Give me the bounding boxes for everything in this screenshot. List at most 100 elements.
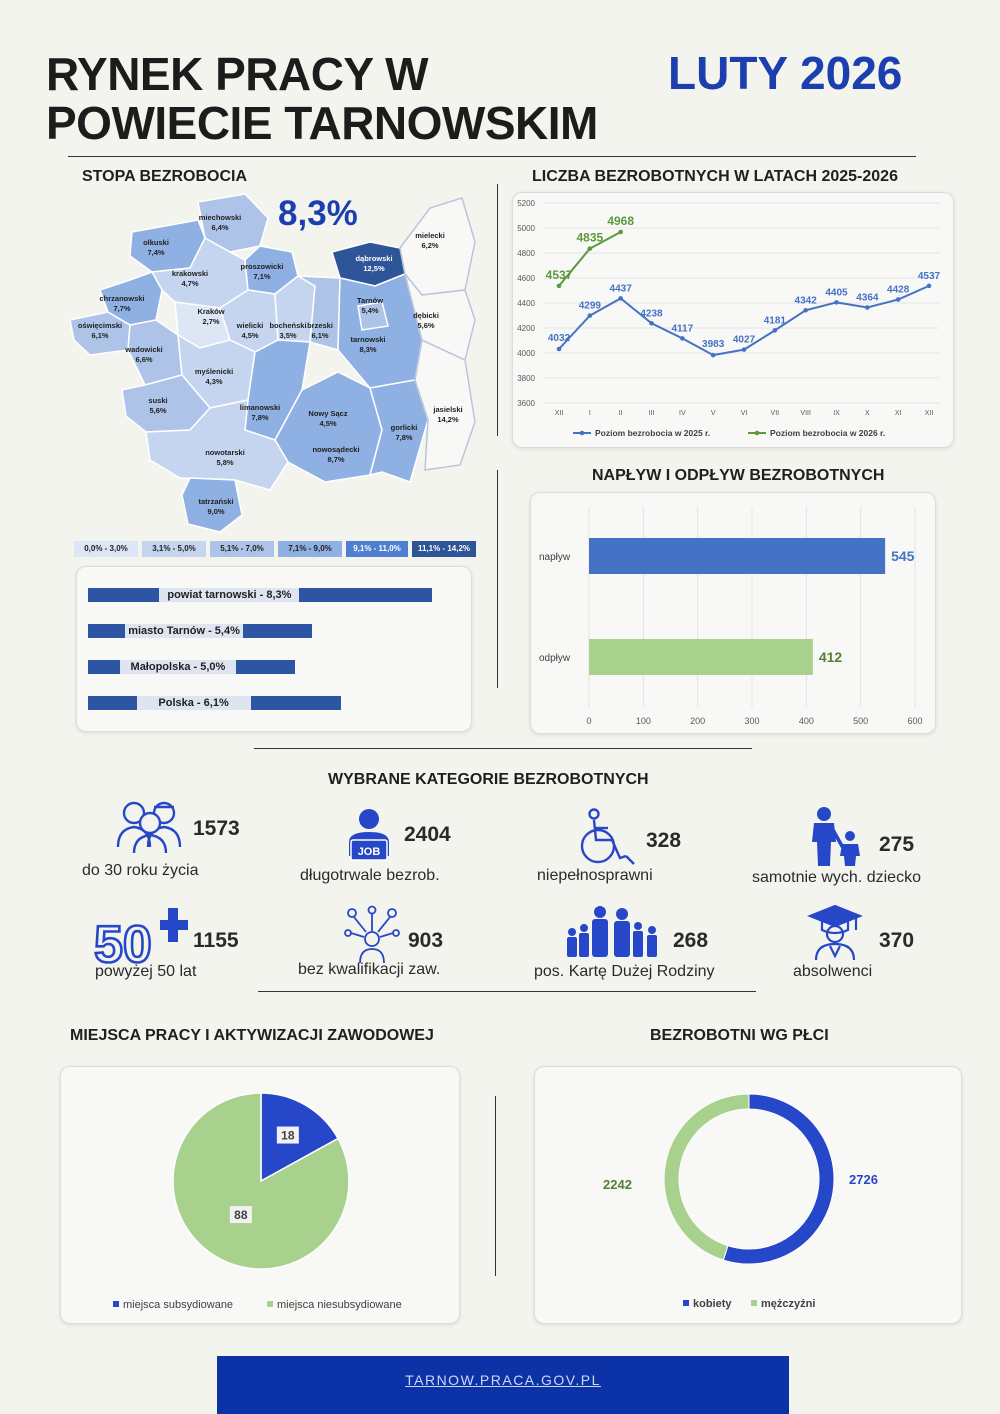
map-label-name-21: mielecki: [415, 231, 445, 240]
map-label-name-2: krakowski: [172, 269, 208, 278]
y-tick-label: 5000: [517, 224, 535, 233]
bar-0: [589, 538, 886, 574]
y-tick-label: 3600: [517, 399, 535, 408]
data-point: [803, 307, 808, 313]
data-point: [618, 229, 623, 235]
data-label: 4835: [576, 231, 603, 245]
category-value-graduates: 370: [879, 929, 915, 952]
x-tick-label: 300: [744, 716, 759, 726]
x-tick-label: 600: [907, 716, 922, 726]
map-label-value-21: 6,2%: [421, 241, 438, 250]
map-label-value-12: 6,1%: [91, 331, 108, 340]
mid-divider-1: [254, 748, 752, 749]
pie-label-box: [229, 1206, 252, 1224]
job-seeker-icon: JOB: [349, 809, 389, 861]
y-tick-label: 5200: [517, 199, 535, 208]
category-value-under-30: 1573: [193, 817, 240, 840]
map-region-nowotarski: [145, 399, 289, 491]
data-label: 4181: [764, 315, 787, 326]
pie-slice-1: [172, 1092, 350, 1270]
map-label-name-8: bocheński: [269, 321, 306, 330]
category-value-large-family: 268: [673, 929, 709, 952]
map-label-value-20: 14,2%: [437, 415, 459, 424]
data-point: [618, 296, 623, 301]
pie-slice-0: [260, 1092, 340, 1183]
map-label-value-0: 6,4%: [211, 223, 228, 232]
x-tick-label: X: [865, 410, 870, 417]
comparison-label: Polska - 6,1%: [136, 696, 251, 710]
category-label-under-30: do 30 roku życia: [82, 862, 199, 879]
bar-category-label: odpływ: [539, 653, 571, 664]
footer-bar: [217, 1356, 789, 1414]
wheelchair-icon: [580, 808, 635, 865]
bar-chart: 0 100 200 300 400 500 600 napływ 545 odpływ 412: [539, 507, 923, 726]
legend-label: miejsca niesubsydiowane: [277, 1299, 402, 1311]
legend-label: mężczyźni: [761, 1298, 815, 1310]
bar-chart-title: NAPŁYW I ODPŁYW BEZROBOTNYCH: [592, 467, 885, 484]
map-label-name-5: chrzanowski: [99, 294, 144, 303]
map-label-name-13: wadowicki: [124, 345, 163, 354]
legend-item-2: 5,1% - 7,0%: [210, 541, 274, 557]
x-tick-label: 200: [690, 716, 705, 726]
legend-marker: [579, 430, 585, 436]
bar-1: [589, 639, 813, 675]
data-label: 4238: [640, 308, 663, 319]
bar-category-label: napływ: [539, 552, 571, 563]
map-label-name-14: myślenicki: [195, 367, 233, 376]
footer-website-link[interactable]: TARNOW.PRACA.GOV.PL: [405, 1372, 601, 1388]
legend-marker: [754, 430, 760, 436]
y-tick-label: 4400: [517, 299, 535, 308]
legend-label: Poziom bezrobocia w 2026 r.: [770, 428, 885, 438]
x-tick-label: VI: [741, 410, 748, 417]
map-region-tarnow: [357, 301, 389, 331]
legend-label: Poziom bezrobocia w 2025 r.: [595, 428, 710, 438]
divider-vertical-2: [497, 470, 498, 688]
x-tick-label: XII: [925, 410, 934, 417]
y-tick-label: 4000: [517, 349, 535, 358]
rate-section-title: STOPA BEZROBOCIA: [82, 168, 248, 185]
data-label: 3983: [702, 339, 725, 350]
legend-label: miejsca subsydiowane: [123, 1299, 233, 1311]
bar-chart-panel: 0 100 200 300 400 500 600 napływ 545 odpływ 412: [530, 492, 936, 734]
comparison-row-3: Polska - 6,1%: [88, 696, 468, 710]
map-label-value-1: 7,4%: [147, 248, 164, 257]
categories-title: WYBRANE KATEGORIE BEZROBOTNYCH: [328, 771, 649, 788]
data-point: [587, 246, 593, 251]
map-label-name-23: nowotarski: [205, 448, 245, 457]
legend-swatch: [683, 1300, 689, 1306]
map-label-value-23: 5,8%: [216, 458, 233, 467]
category-label-over-50: powyżej 50 lat: [95, 963, 197, 980]
map-region-brzeski: [297, 275, 341, 351]
map-label-name-9: brzeski: [307, 321, 333, 330]
data-label: 4027: [733, 335, 756, 346]
map-label-value-8: 3,5%: [279, 331, 296, 340]
line-chart-title: LICZBA BEZROBOTNYCH W LATACH 2025-2026: [532, 168, 898, 185]
donut-chart-title: BEZROBOTNI WG PŁCI: [650, 1027, 829, 1044]
comparison-row-0: powiat tarnowski - 8,3%: [88, 588, 468, 602]
line-chart-panel: 3600 3800 4000 4200 4400 4600 4800 5000 5200 XII I…: [512, 192, 954, 448]
header-divider: [68, 156, 916, 157]
comparison-row-1: miasto Tarnów - 5,4%: [88, 624, 468, 638]
comparison-bar-left: [88, 588, 160, 602]
map-label-value-17: 4,5%: [319, 419, 336, 428]
fifty-plus-icon: 50: [93, 908, 188, 966]
legend-swatch: [113, 1301, 119, 1307]
donut-chart: 2726 2242 kobiety mężczyźni: [603, 1093, 878, 1310]
data-label: 4117: [671, 323, 693, 334]
comparison-bar-right: [235, 660, 296, 674]
comparison-label: powiat tarnowski - 8,3%: [159, 588, 300, 602]
donut-value-label: 2726: [849, 1172, 878, 1187]
report-date: LUTY 2026: [668, 47, 903, 99]
data-point: [556, 283, 562, 289]
data-point: [680, 336, 685, 341]
legend-item-0: 0,0% - 3,0%: [74, 541, 138, 557]
map-label-name-16: limanowski: [240, 403, 280, 412]
y-tick-label: 3800: [517, 374, 535, 383]
map-label-value-9: 6,1%: [311, 331, 328, 340]
map-label-value-5: 7,7%: [113, 304, 130, 313]
pie-label-box: [276, 1126, 299, 1144]
category-value-disabled: 328: [646, 829, 682, 852]
donut-slice-1: [663, 1093, 750, 1261]
map-label-value-14: 4,3%: [205, 377, 222, 386]
comparison-bar-right: [299, 588, 432, 602]
